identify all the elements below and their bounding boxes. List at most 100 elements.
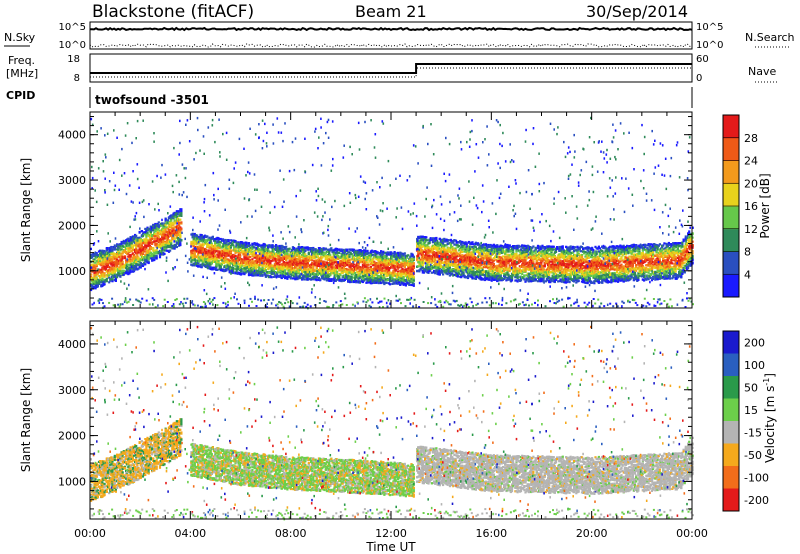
power-echo-cell <box>144 227 147 230</box>
power-echo-cell <box>264 269 267 272</box>
power-echo-cell <box>219 256 222 259</box>
power-echo-cell <box>255 269 258 272</box>
power-echo-cell <box>196 234 199 237</box>
power-echo-cell <box>154 238 157 241</box>
power-echo-cell <box>296 248 299 252</box>
power-echo-cell <box>307 273 310 276</box>
power-echo-cell <box>358 274 361 277</box>
power-echo-cell <box>165 246 168 249</box>
power-echo-cell <box>170 246 173 249</box>
power-echo-cell <box>339 273 342 276</box>
power-echo-cell <box>149 238 152 241</box>
power-echo-cell <box>234 261 237 264</box>
power-echo-cell <box>228 242 231 245</box>
power-echo-cell <box>100 271 103 274</box>
power-echo-cell <box>154 229 157 232</box>
power-echo-cell <box>190 240 193 243</box>
power-echo-cell <box>249 255 252 259</box>
cpid-panel: CPID twofsound -3501 <box>6 87 693 108</box>
power-echo-cell <box>170 230 173 233</box>
power-echo-cell <box>102 263 105 266</box>
power-echo-cell <box>343 251 346 254</box>
power-echo-cell <box>193 252 196 255</box>
power-echo-cell <box>194 249 197 252</box>
power-echo-cell <box>93 258 96 261</box>
power-echo-cell <box>194 237 197 240</box>
power-echo-cell <box>118 253 121 256</box>
power-echo-cell <box>162 237 165 241</box>
power-echo-cell <box>281 248 284 251</box>
power-echo-cell <box>194 242 197 246</box>
power-echo-cell <box>106 275 110 278</box>
power-echo-cell <box>229 244 232 247</box>
power-echo-cell <box>339 249 342 252</box>
power-echo-cell <box>141 262 145 266</box>
power-echo-cell <box>223 249 226 252</box>
power-echo-cell <box>180 208 183 211</box>
power-echo-cell <box>272 253 275 256</box>
power-echo-cell <box>237 262 240 265</box>
power-echo-cell <box>138 238 141 241</box>
power-echo-cell <box>135 263 138 266</box>
power-echo-cell <box>112 256 115 259</box>
power-echo-cell <box>175 215 178 219</box>
power-echo-cell <box>303 254 306 257</box>
power-echo-cell <box>339 261 342 264</box>
power-echo-cell <box>237 245 240 248</box>
power-echo-cell <box>123 257 127 260</box>
power-echo-cell <box>179 243 182 246</box>
power-echo-cell <box>280 267 283 271</box>
power-echo-cell <box>288 257 291 261</box>
power-echo-cell <box>163 249 166 252</box>
power-echo-cell <box>179 227 182 230</box>
power-echo-cell <box>180 211 183 214</box>
power-echo-cell <box>139 244 142 247</box>
power-echo-cell <box>328 278 331 281</box>
power-echo-cell <box>221 269 225 272</box>
power-echo-cell <box>228 263 231 266</box>
power-echo-cell <box>347 272 350 275</box>
power-echo-cell <box>103 249 106 253</box>
power-echo-cell <box>214 247 217 250</box>
power-echo-cell <box>93 268 96 272</box>
power-echo-cell <box>138 258 141 261</box>
power-echo-cell <box>194 239 197 242</box>
power-echo-cell <box>269 265 272 268</box>
power-echo-cell <box>131 249 134 252</box>
power-echo-cell <box>285 250 288 253</box>
power-echo-cell <box>111 280 114 283</box>
power-echo-cell <box>119 253 122 257</box>
power-echo-cell <box>140 254 143 257</box>
power-echo-cell <box>119 259 122 263</box>
power-echo-cell <box>317 262 321 265</box>
power-echo-cell <box>114 279 117 282</box>
power-echo-cell <box>155 254 158 257</box>
power-echo-cell <box>277 271 280 274</box>
power-echo-cell <box>335 266 339 269</box>
power-echo-cell <box>116 243 119 247</box>
power-echo-cell <box>289 275 292 278</box>
power-echo-cell <box>118 273 121 276</box>
power-echo-cell <box>113 248 116 251</box>
power-echo-cell <box>358 273 361 276</box>
power-echo-cell <box>179 232 182 235</box>
power-echo-cell <box>132 261 136 264</box>
power-echo-cell <box>312 255 315 258</box>
power-echo-cell <box>198 239 201 242</box>
power-echo-cell <box>347 254 350 257</box>
power-echo-cell <box>351 272 354 275</box>
power-echo-cell <box>224 242 227 245</box>
power-echo-cell <box>252 274 255 277</box>
power-echo-cell <box>323 268 326 271</box>
power-echo-cell <box>232 244 235 247</box>
power-echo-cell <box>190 242 193 245</box>
power-echo-cell <box>198 237 201 240</box>
power-echo-cell <box>233 261 236 264</box>
power-echo-cell <box>146 256 149 259</box>
power-echo-cell <box>210 253 213 256</box>
power-echo-cell <box>269 245 272 248</box>
power-echo-cell <box>253 252 256 255</box>
power-echo-cell <box>243 273 246 276</box>
power-echo-cell <box>280 244 283 247</box>
power-echo-cell <box>343 253 346 256</box>
